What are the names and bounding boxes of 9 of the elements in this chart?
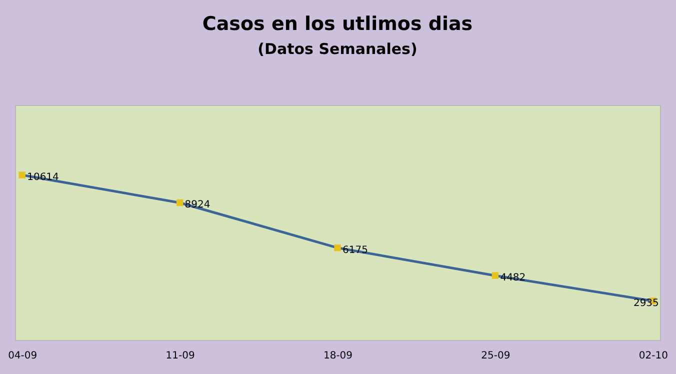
chart-subtitle: (Datos Semanales) (258, 40, 418, 58)
x-tick-label: 25-09 (481, 350, 510, 362)
data-label: 2935 (633, 298, 659, 309)
x-tick-label: 02-10 (638, 350, 668, 362)
x-tick-label: 18-09 (323, 350, 353, 362)
chart-title: Casos en los utlimos dias (202, 13, 473, 35)
x-tick-label: 11-09 (166, 350, 195, 362)
data-label: 4482 (500, 272, 526, 284)
x-tick-label: 04-09 (8, 350, 38, 362)
